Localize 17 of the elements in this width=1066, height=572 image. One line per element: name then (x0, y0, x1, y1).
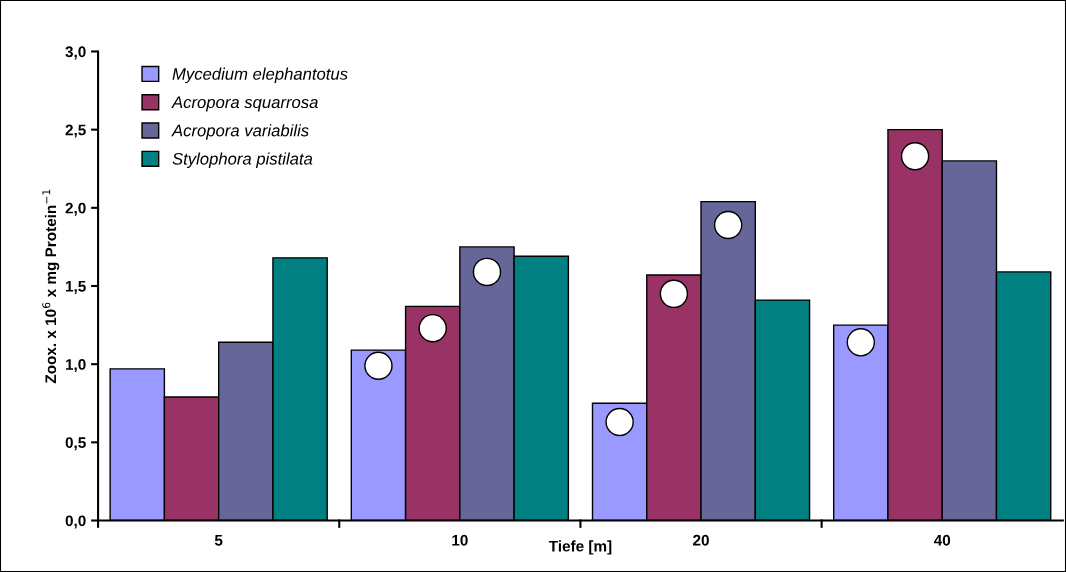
x-tick-label: 5 (214, 534, 223, 546)
legend-label: Acropora squarrosa (171, 96, 318, 112)
x-tick-label: 20 (693, 534, 709, 546)
x-tick-label: 10 (452, 534, 468, 546)
legend-label: Stylophora pistilata (172, 152, 313, 168)
y-tick-label: 3,0 (65, 46, 86, 60)
y-tick-label: 1,5 (65, 281, 86, 294)
y-tick-label: 2,5 (65, 124, 86, 138)
x-tick-label: 40 (933, 534, 951, 546)
y-tick-label: 0,0 (65, 515, 86, 529)
y-tick-label: 0,5 (65, 437, 86, 451)
y-axis-title: Zoox. x 10$^{6}$ x mg Protein$^{−1}$ (42, 189, 60, 384)
legend-label: Acropora variabilis (171, 124, 309, 140)
x-axis-title: Tiefe [m] (548, 540, 612, 555)
legend-label: Mycedium elephantotus (172, 67, 348, 84)
y-tick-label: 1,0 (65, 359, 86, 373)
y-tick-label: 2,0 (65, 202, 86, 216)
